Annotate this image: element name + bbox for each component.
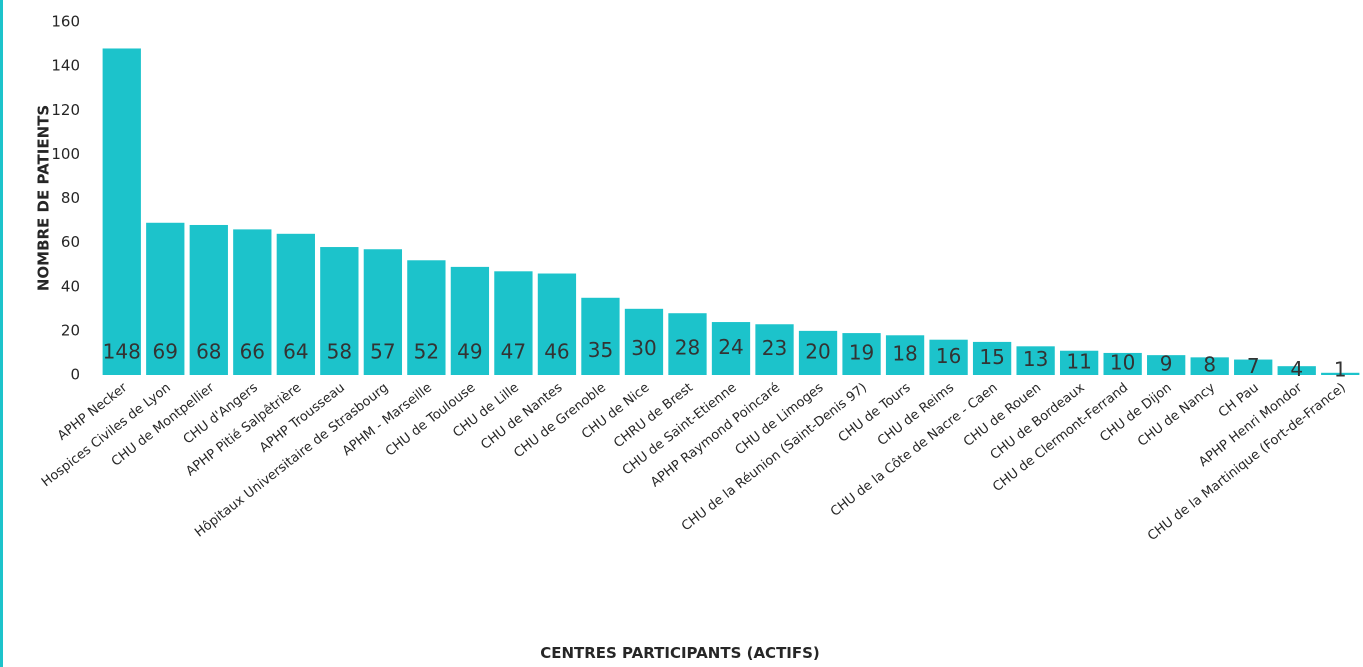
bar: [842, 333, 881, 375]
value-label: 20: [805, 339, 830, 363]
bar: [1147, 355, 1186, 375]
value-label: 7: [1247, 354, 1260, 378]
bar: [450, 266, 490, 375]
value-label: 1: [1334, 358, 1347, 382]
value-label: 11: [1066, 349, 1091, 373]
value-label: 46: [544, 340, 569, 364]
value-label: 66: [240, 340, 265, 364]
value-label: 47: [501, 340, 526, 364]
value-label: 23: [762, 336, 787, 360]
value-label: 30: [631, 336, 656, 360]
x-axis-title: CENTRES PARTICIPANTS (ACTIFS): [540, 644, 820, 662]
bar: [885, 335, 925, 375]
bar: [1277, 366, 1316, 375]
bar: [1103, 352, 1142, 375]
value-label: 57: [370, 340, 395, 364]
value-label: 9: [1160, 352, 1173, 376]
value-label: 13: [1023, 347, 1048, 371]
bar: [668, 313, 707, 375]
y-tick-label: 80: [61, 189, 80, 207]
value-label: 18: [892, 342, 917, 366]
value-label: 68: [196, 340, 221, 364]
bar: [1190, 357, 1229, 375]
bar: [102, 48, 141, 375]
value-label: 4: [1290, 357, 1303, 381]
bar: [146, 222, 185, 375]
bar: [1321, 372, 1360, 375]
bar: [929, 339, 968, 375]
value-label: 148: [103, 340, 141, 364]
bar: [581, 297, 620, 375]
bar: [494, 271, 533, 375]
y-tick-label: 40: [61, 277, 80, 295]
y-tick-label: 100: [51, 145, 80, 163]
y-tick-label: 120: [51, 101, 80, 119]
bar: [1234, 359, 1273, 375]
value-label: 8: [1203, 353, 1216, 377]
value-label: 49: [457, 340, 482, 364]
bar: [233, 229, 272, 375]
y-axis-title: NOMBRE DE PATIENTS: [35, 105, 53, 291]
bar: [189, 224, 228, 375]
bar: [407, 260, 446, 375]
value-label: 58: [327, 340, 352, 364]
value-label: 10: [1110, 350, 1135, 374]
bar: [624, 308, 664, 375]
left-border: [0, 0, 3, 667]
bar: [276, 233, 315, 375]
bar: [711, 322, 751, 375]
value-label: 69: [153, 340, 178, 364]
value-label: 52: [414, 340, 439, 364]
x-tick-label: CHU de Nancy: [1135, 380, 1218, 450]
bar: [363, 249, 403, 375]
bar: [537, 273, 577, 375]
y-tick-label: 60: [61, 233, 80, 251]
bar: [1059, 350, 1099, 375]
bar: [1016, 346, 1055, 375]
value-label: 16: [936, 344, 961, 368]
y-tick-label: 160: [51, 13, 80, 31]
bar: [320, 247, 359, 375]
bar: [798, 330, 838, 375]
value-label: 19: [849, 341, 874, 365]
bar: [972, 341, 1012, 375]
value-label: 35: [588, 338, 613, 362]
value-label: 28: [675, 335, 700, 359]
y-tick-label: 20: [61, 321, 80, 339]
y-tick-label: 0: [70, 366, 80, 384]
x-tick-label: CHU de la Martinique (Fort-de-France): [1145, 380, 1349, 544]
value-label: 64: [283, 340, 308, 364]
value-label: 24: [718, 335, 743, 359]
value-label: 15: [979, 345, 1004, 369]
y-tick-label: 140: [51, 57, 80, 75]
bar: [755, 324, 794, 375]
